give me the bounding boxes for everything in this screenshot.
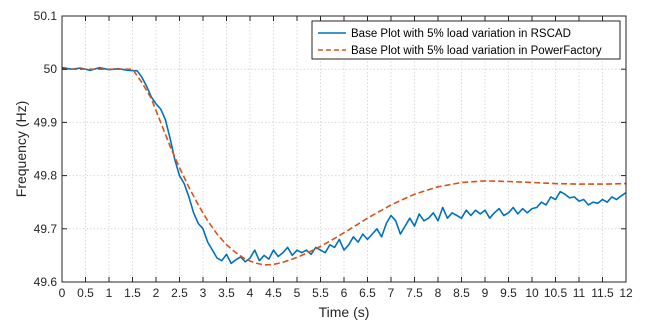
- legend-box: [311, 20, 621, 60]
- y-tick-label: 49.7: [34, 222, 58, 236]
- x-tick-label: 8: [435, 286, 442, 300]
- legend-label-rscad: Base Plot with 5% load variation in RSCA…: [351, 28, 571, 40]
- x-tick-label: 7: [388, 286, 395, 300]
- grid-lines: [62, 16, 626, 282]
- y-tick-label: 50.1: [34, 9, 58, 23]
- x-tick-label: 0.5: [77, 286, 94, 300]
- x-tick-label: 4: [247, 286, 254, 300]
- x-tick-label: 12: [619, 286, 633, 300]
- x-tick-label: 0: [59, 286, 66, 300]
- x-tick-label: 6.5: [359, 286, 376, 300]
- x-tick-label: 5: [294, 286, 301, 300]
- x-tick-label: 6: [341, 286, 348, 300]
- legend-label-powerfactory: Base Plot with 5% load variation in Powe…: [351, 45, 602, 57]
- x-tick-label: 7.5: [406, 286, 423, 300]
- legend: Base Plot with 5% load variation in RSCA…: [311, 20, 621, 60]
- x-tick-label: 2: [153, 286, 160, 300]
- x-axis-title: Time (s): [319, 304, 370, 320]
- x-tick-label: 9.5: [500, 286, 517, 300]
- y-axis-title: Frequency (Hz): [13, 101, 29, 197]
- x-tick-label: 10.5: [544, 286, 568, 300]
- series-line-0: [61, 66, 627, 265]
- axis-ticks: 0 0.5 1 1.5 2 2.5 3 3.5 4 4.5 5 5.5 6 6.5 7 7.5 8 8.5 9 9.5…: [34, 9, 633, 300]
- x-tick-label: 10: [525, 286, 539, 300]
- series-lines: [61, 66, 627, 266]
- x-tick-label: 11.5: [591, 286, 614, 300]
- series-line-1: [62, 68, 627, 266]
- y-tick-label: 50: [44, 62, 58, 76]
- x-tick-label: 1.5: [124, 286, 141, 300]
- x-tick-label: 9: [482, 286, 489, 300]
- x-tick-label: 8.5: [453, 286, 470, 300]
- x-tick-label: 1: [106, 286, 113, 300]
- x-tick-label: 3.5: [218, 286, 235, 300]
- y-tick-label: 49.8: [34, 169, 58, 183]
- y-tick-label: 49.9: [34, 115, 58, 129]
- x-tick-label: 4.5: [265, 286, 282, 300]
- x-tick-label: 11: [573, 286, 586, 300]
- x-tick-label: 2.5: [171, 286, 188, 300]
- x-tick-label: 5.5: [312, 286, 329, 300]
- x-tick-label: 3: [200, 286, 207, 300]
- y-tick-label: 49.6: [34, 275, 58, 289]
